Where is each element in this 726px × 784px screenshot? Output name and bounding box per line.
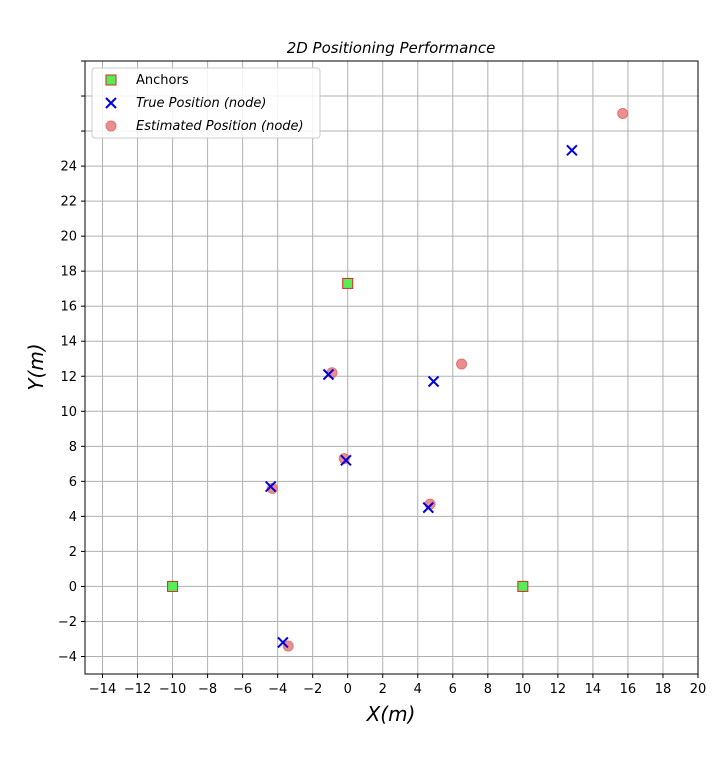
true-position-point <box>264 480 277 493</box>
legend-label-estimated-position: Estimated Position (node) <box>136 119 304 134</box>
y-tick-label: 10 <box>60 405 77 420</box>
data-points <box>167 108 629 652</box>
x-tick-label: 14 <box>585 682 602 697</box>
x-tick-label: 18 <box>655 682 672 697</box>
true-position-point-stroke <box>422 501 434 514</box>
x-tick-label: 10 <box>515 682 532 697</box>
true-position-point-stroke <box>277 636 289 649</box>
true-position-point <box>427 375 440 388</box>
true-position-point-stroke <box>322 368 335 381</box>
legend-marker-symbol <box>105 97 117 109</box>
true-position-point <box>422 501 434 514</box>
y-tick-label: 0 <box>69 580 77 595</box>
anchor-point <box>342 277 354 289</box>
y-tick-label: 6 <box>69 475 77 490</box>
y-axis-label: Y(m) <box>24 343 48 390</box>
axis-ticks: −14 −12 −10 −8 −6 −4 −2 0 2 4 6 8 10 12 14 16 18 20−4−202… <box>58 60 707 697</box>
legend-marker-symbol <box>105 120 117 132</box>
estimated-position-point <box>282 640 294 652</box>
true-position-point <box>340 454 352 467</box>
y-tick-label: 22 <box>60 195 77 210</box>
true-position-point <box>322 368 335 381</box>
x-tick-label: −12 <box>124 682 151 697</box>
y-tick-label: 8 <box>69 440 77 455</box>
y-tick-label: 18 <box>60 265 77 280</box>
legend-marker-symbol-stroke <box>105 97 117 109</box>
x-tick-label: −2 <box>303 682 322 697</box>
y-tick-label: 2 <box>69 545 77 560</box>
y-tick-label: 24 <box>60 160 77 175</box>
y-tick-label: 20 <box>60 230 77 245</box>
y-tick-label: 12 <box>60 370 77 385</box>
y-tick-label: 16 <box>60 300 77 315</box>
x-tick-label: −10 <box>159 682 186 697</box>
legend-marker-anchors <box>105 74 117 86</box>
x-tick-label: −6 <box>233 682 252 697</box>
plot-area <box>84 60 699 675</box>
x-tick-label: 20 <box>690 682 707 697</box>
legend: Anchors True Position (node) Estimated P… <box>91 67 321 139</box>
x-tick-label: 8 <box>484 682 492 697</box>
legend-label-true-position: True Position (node) <box>136 96 266 111</box>
x-tick-label: 16 <box>620 682 637 697</box>
anchor-point <box>517 580 529 592</box>
x-tick-label: 12 <box>550 682 567 697</box>
true-position-point-stroke <box>427 375 440 388</box>
chart-title: 2D Positioning Performance <box>287 39 496 57</box>
legend-marker-symbol <box>105 74 117 86</box>
true-position-point-stroke <box>340 454 352 467</box>
y-tick-label: 14 <box>60 335 77 350</box>
true-position-point-stroke <box>264 480 277 493</box>
x-tick-label: −14 <box>89 682 116 697</box>
legend-marker-estimated-position <box>105 120 117 132</box>
legend-label-anchors: Anchors <box>136 73 189 88</box>
x-tick-label: 2 <box>379 682 387 697</box>
y-tick-label: 4 <box>69 510 77 525</box>
y-tick-label: −4 <box>58 650 77 665</box>
estimated-position-point <box>456 358 468 370</box>
true-position-point-stroke <box>566 144 578 157</box>
estimated-position-point <box>326 367 338 379</box>
estimated-position-point <box>617 108 629 120</box>
x-tick-label: −4 <box>268 682 287 697</box>
x-tick-label: 0 <box>344 682 352 697</box>
anchor-point <box>167 580 179 592</box>
x-tick-label: 6 <box>449 682 457 697</box>
true-position-point <box>277 636 289 649</box>
true-position-point <box>566 144 578 157</box>
legend-box <box>91 67 321 139</box>
y-tick-label: −2 <box>58 615 77 630</box>
estimated-position-point <box>424 498 436 510</box>
x-tick-label: 4 <box>414 682 422 697</box>
x-tick-label: −8 <box>198 682 217 697</box>
legend-marker-true-position <box>105 97 117 109</box>
x-axis-label: X(m) <box>366 702 416 726</box>
